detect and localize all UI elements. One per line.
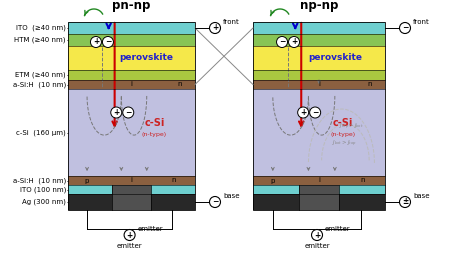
- Circle shape: [400, 22, 410, 34]
- Bar: [68, 70, 195, 80]
- Text: +: +: [291, 37, 297, 47]
- Circle shape: [210, 196, 220, 208]
- Bar: [253, 176, 385, 185]
- Text: np-np: np-np: [300, 0, 338, 12]
- Bar: [68, 176, 195, 185]
- Text: ETM (≥40 nm): ETM (≥40 nm): [15, 72, 66, 78]
- Text: ITO (100 nm): ITO (100 nm): [19, 186, 66, 193]
- Bar: [253, 22, 385, 34]
- Bar: [68, 46, 195, 70]
- Text: −: −: [402, 24, 408, 33]
- Circle shape: [123, 107, 134, 118]
- Text: +: +: [93, 37, 99, 47]
- Bar: [68, 22, 195, 210]
- Text: i: i: [130, 82, 133, 88]
- Text: ITO  (≥40 nm): ITO (≥40 nm): [16, 25, 66, 31]
- Text: −: −: [105, 37, 111, 47]
- Text: emitter: emitter: [117, 243, 142, 249]
- Bar: [253, 46, 385, 70]
- Text: −: −: [312, 108, 319, 117]
- Text: base: base: [223, 193, 239, 199]
- Text: $J_{top}>J_{bot}$: $J_{top}>J_{bot}$: [339, 122, 364, 132]
- Text: p: p: [85, 178, 89, 183]
- Text: emitter: emitter: [304, 243, 330, 249]
- Bar: [253, 185, 385, 194]
- Bar: [68, 194, 195, 210]
- Text: −: −: [212, 198, 218, 207]
- Text: (n-type): (n-type): [330, 132, 356, 137]
- Circle shape: [276, 37, 288, 47]
- Bar: [253, 70, 385, 80]
- Text: i: i: [318, 178, 320, 183]
- Text: ±: ±: [402, 198, 408, 207]
- Text: p: p: [271, 178, 275, 183]
- Text: emitter: emitter: [137, 226, 163, 232]
- Circle shape: [289, 37, 300, 47]
- Circle shape: [400, 196, 410, 208]
- Text: c-Si: c-Si: [144, 118, 164, 127]
- Text: Ag (300 nm): Ag (300 nm): [22, 199, 66, 205]
- Text: +: +: [127, 231, 133, 240]
- Bar: [253, 34, 385, 46]
- Bar: [253, 22, 385, 210]
- Circle shape: [311, 230, 322, 240]
- Circle shape: [310, 107, 320, 118]
- Bar: [253, 80, 385, 89]
- Text: base: base: [413, 193, 429, 199]
- Text: n: n: [171, 178, 176, 183]
- Text: n: n: [177, 82, 182, 88]
- Circle shape: [102, 37, 113, 47]
- Text: +: +: [113, 108, 119, 117]
- Bar: [68, 34, 195, 46]
- Text: −: −: [279, 37, 285, 47]
- Text: (n-type): (n-type): [142, 132, 167, 137]
- Text: −: −: [125, 108, 131, 117]
- Text: i: i: [318, 82, 320, 88]
- Text: perovskite: perovskite: [120, 53, 174, 63]
- Text: pn-np: pn-np: [112, 0, 151, 12]
- Text: n: n: [367, 82, 372, 88]
- Text: n: n: [360, 178, 365, 183]
- Bar: [68, 22, 195, 34]
- Bar: [112, 185, 151, 210]
- Text: c-Si: c-Si: [333, 118, 353, 127]
- Bar: [299, 185, 339, 210]
- Text: perovskite: perovskite: [308, 53, 362, 63]
- Text: +: +: [212, 24, 218, 33]
- Circle shape: [91, 37, 101, 47]
- Bar: [253, 89, 385, 176]
- Circle shape: [210, 22, 220, 34]
- Text: $J_{bot}>J_{top}$: $J_{bot}>J_{top}$: [332, 139, 356, 149]
- Text: c-Si  (160 μm): c-Si (160 μm): [16, 129, 66, 136]
- Text: HTM (≥40 nm): HTM (≥40 nm): [15, 37, 66, 43]
- Text: i: i: [130, 178, 133, 183]
- Text: emitter: emitter: [325, 226, 351, 232]
- Text: front: front: [223, 19, 240, 25]
- Circle shape: [124, 230, 135, 240]
- Circle shape: [111, 107, 122, 118]
- Text: +: +: [314, 231, 320, 240]
- Bar: [253, 194, 385, 210]
- Bar: [68, 185, 195, 194]
- Text: a-Si:H  (10 nm): a-Si:H (10 nm): [13, 177, 66, 184]
- Text: +: +: [300, 108, 306, 117]
- Bar: [68, 89, 195, 176]
- Text: front: front: [413, 19, 430, 25]
- Circle shape: [298, 107, 309, 118]
- Bar: [68, 80, 195, 89]
- Text: a-Si:H  (10 nm): a-Si:H (10 nm): [13, 81, 66, 88]
